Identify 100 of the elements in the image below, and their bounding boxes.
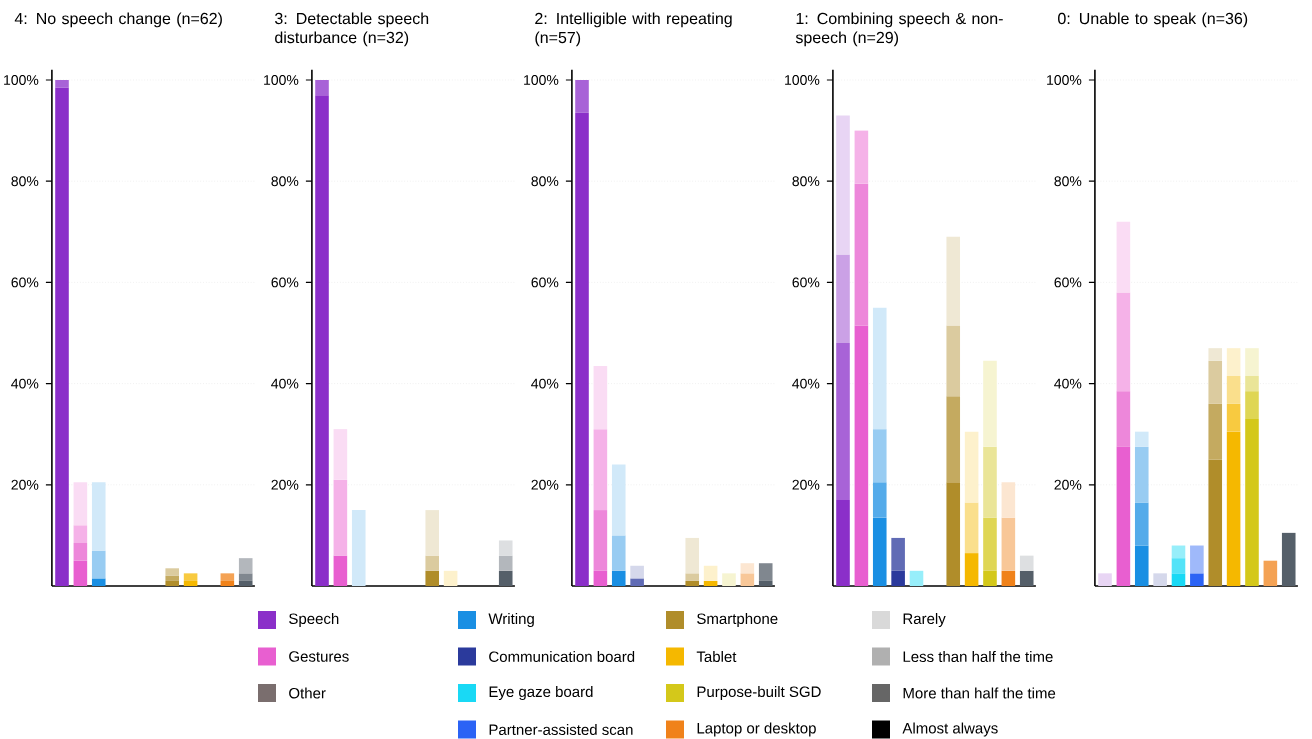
bar — [498, 570, 513, 586]
bar — [611, 464, 626, 536]
bar — [836, 115, 850, 255]
bar — [630, 565, 644, 579]
bar — [238, 558, 253, 574]
bar — [703, 565, 718, 581]
bar — [1098, 573, 1112, 586]
bar — [854, 130, 869, 184]
y-tick-label: 60% — [531, 277, 559, 288]
bar — [740, 563, 755, 574]
bar — [1208, 459, 1223, 586]
chart-title: 3: Detectable speech disturbance (n=32) — [275, 12, 429, 47]
bar — [1019, 570, 1034, 586]
bar — [1226, 403, 1241, 432]
category-label: Less than half the time — [903, 651, 1053, 663]
bar — [854, 183, 869, 326]
bar — [1245, 391, 1259, 420]
bar — [73, 542, 88, 561]
bar — [891, 570, 905, 586]
bar — [91, 550, 106, 579]
bar — [1208, 348, 1223, 361]
bar — [685, 537, 700, 574]
bar — [1171, 573, 1186, 586]
bar — [1171, 545, 1186, 559]
category-label: Writing — [488, 613, 534, 627]
bar — [1134, 545, 1149, 586]
bar — [593, 365, 608, 430]
bar — [165, 580, 180, 586]
bar — [575, 79, 589, 113]
category-label: Partner-assisted scan — [489, 724, 633, 736]
bar — [1245, 419, 1259, 586]
bar — [443, 570, 458, 586]
bar — [333, 429, 348, 480]
y-tick-label: 60% — [11, 277, 39, 288]
y-tick-label: 20% — [271, 479, 299, 490]
y-tick-label: 60% — [1054, 277, 1082, 288]
bar — [73, 525, 88, 543]
bar — [498, 555, 513, 571]
bar — [1116, 446, 1131, 586]
bar — [1226, 431, 1241, 586]
y-tick-label: 80% — [792, 176, 820, 187]
bar — [758, 563, 773, 581]
bar — [1190, 545, 1204, 574]
bar — [758, 580, 773, 586]
category-label: Rarely — [903, 613, 946, 627]
bar — [425, 555, 440, 571]
bar — [425, 510, 440, 556]
bar — [1190, 573, 1204, 586]
bar — [611, 535, 626, 571]
bar — [1116, 391, 1131, 447]
bar — [1116, 221, 1131, 293]
bar — [1245, 376, 1259, 392]
bar — [964, 502, 979, 554]
y-tick-label: 80% — [11, 176, 39, 187]
y-tick-label: 100% — [1047, 75, 1082, 85]
chart-title: 4: No speech change (n=62) — [14, 12, 222, 28]
bar — [909, 570, 924, 586]
bar — [1001, 517, 1016, 571]
bar — [1245, 348, 1259, 377]
bar — [872, 517, 887, 586]
bar — [1208, 403, 1223, 460]
bar — [165, 575, 180, 581]
bar — [983, 570, 997, 586]
bar — [55, 87, 69, 586]
y-tick-label: 20% — [531, 479, 559, 490]
bar — [315, 79, 329, 96]
bar — [165, 568, 180, 576]
bar — [854, 325, 869, 586]
y-tick-label: 40% — [792, 378, 820, 389]
bar — [55, 79, 69, 88]
bar — [315, 95, 329, 586]
bar — [333, 479, 348, 556]
bar — [73, 482, 88, 526]
bar — [630, 578, 644, 586]
bar — [836, 499, 850, 586]
bar — [1263, 560, 1278, 586]
bar — [740, 573, 755, 586]
y-tick-label: 40% — [271, 378, 299, 389]
bar — [1226, 348, 1241, 377]
bar — [220, 573, 235, 581]
bar — [593, 510, 608, 571]
bar — [91, 578, 106, 586]
y-tick-label: 20% — [1054, 479, 1082, 490]
bar — [1153, 573, 1167, 586]
bar — [722, 573, 736, 586]
category-label: Communication board — [489, 651, 635, 663]
bar — [238, 580, 253, 586]
bar — [703, 580, 718, 586]
bar — [872, 482, 887, 518]
bar — [91, 482, 106, 551]
bar — [351, 510, 366, 586]
category-label: Speech — [289, 613, 339, 627]
bar — [1208, 360, 1223, 404]
category-label: Laptop or desktop — [697, 722, 816, 737]
bar — [983, 360, 997, 447]
bar — [685, 573, 700, 581]
category-label: Other — [289, 687, 326, 699]
bar — [891, 537, 905, 571]
bar — [872, 307, 887, 430]
y-tick-label: 80% — [531, 176, 559, 187]
